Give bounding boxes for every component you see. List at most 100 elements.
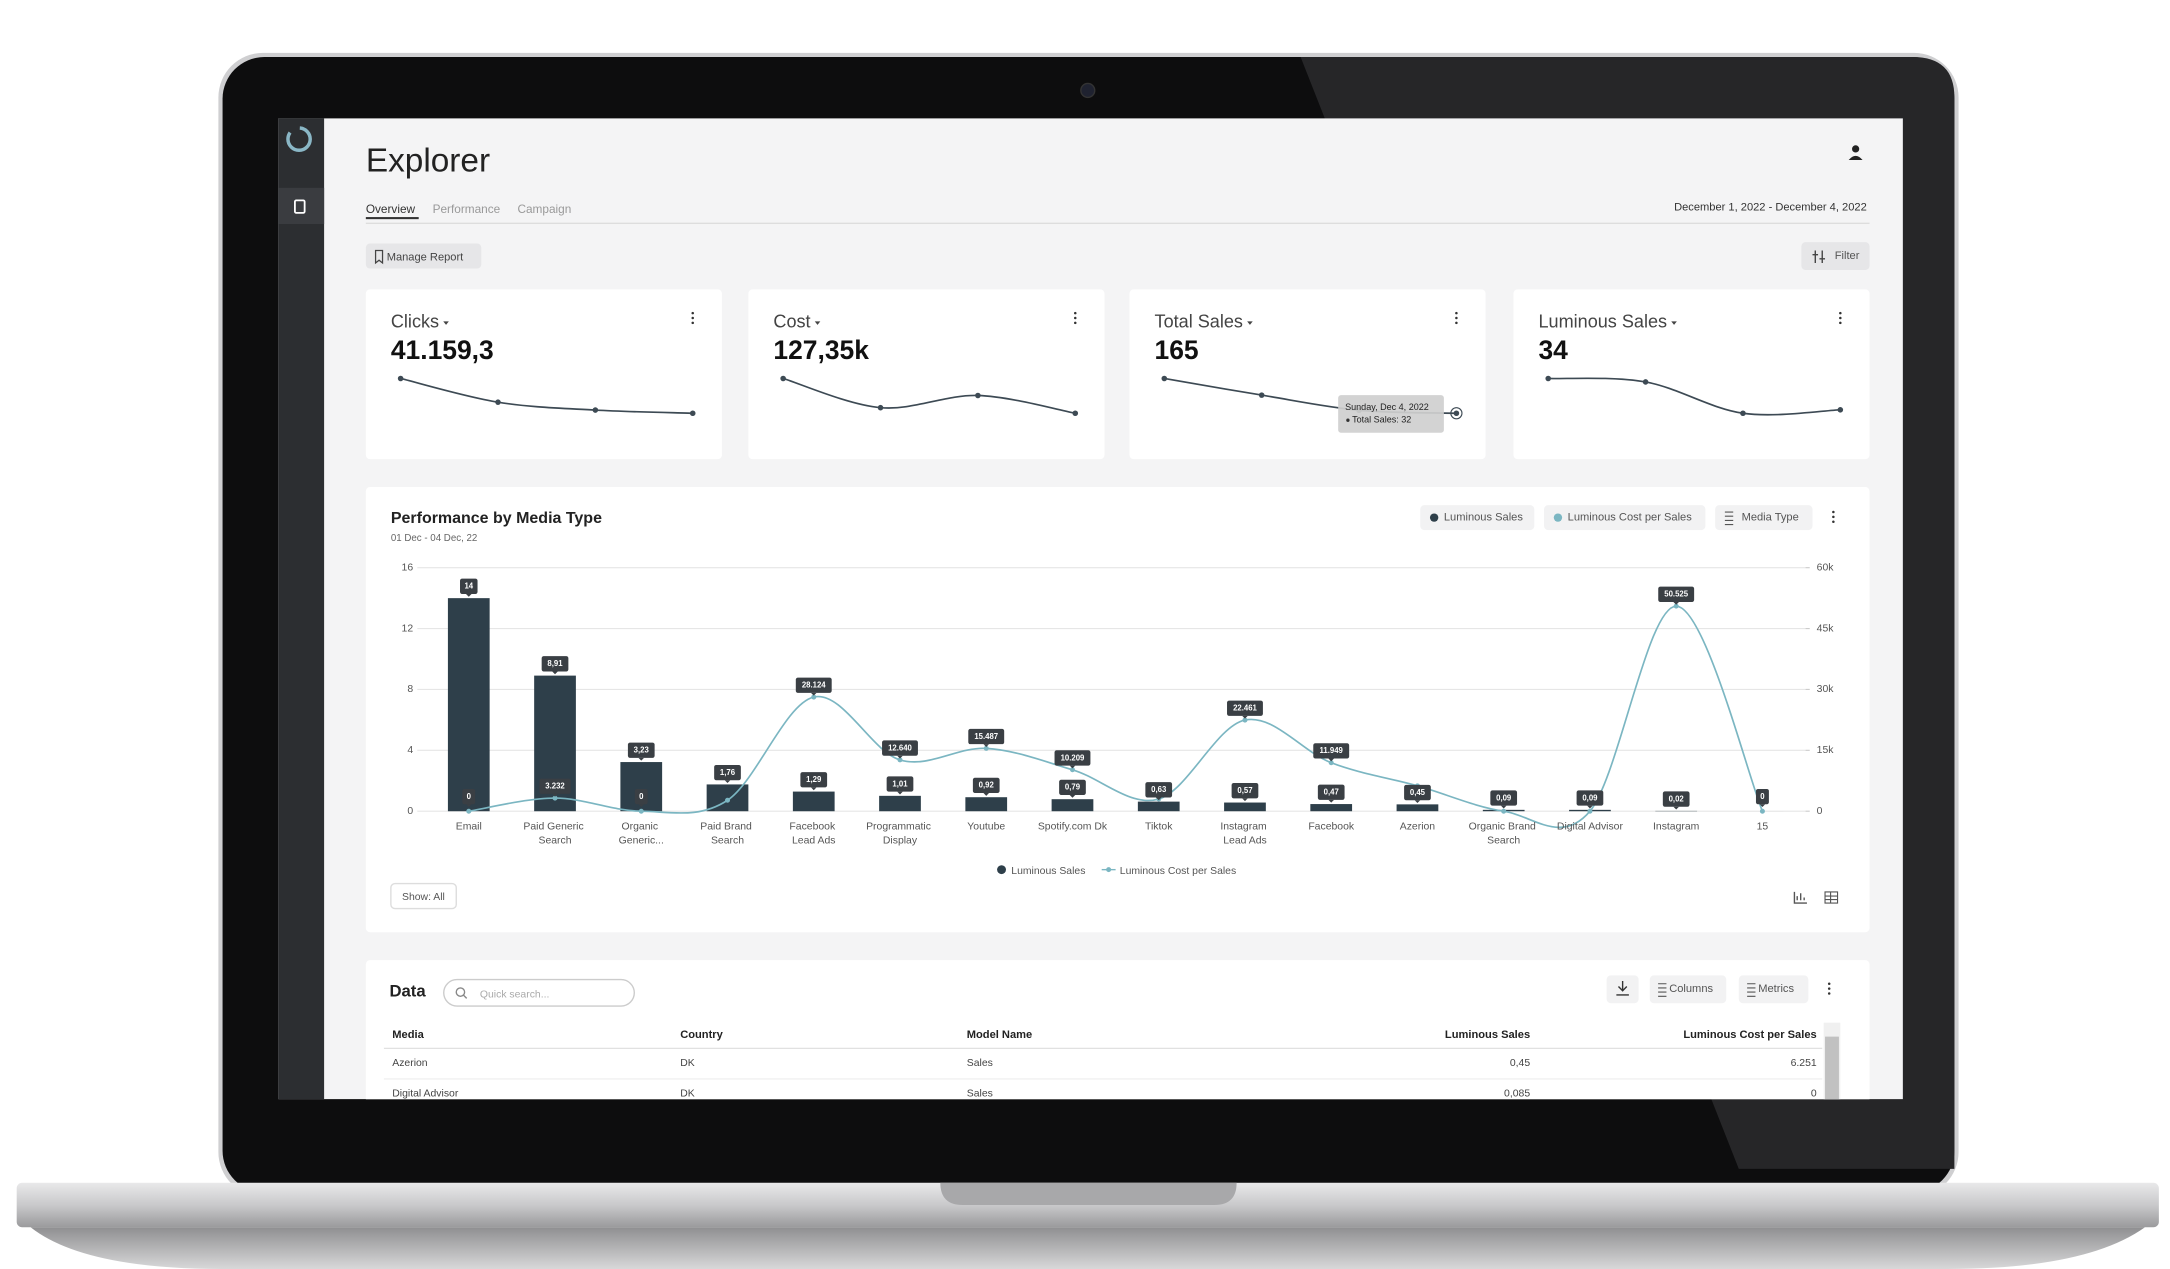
data-label-bg (1404, 784, 1431, 801)
tooltip-dot (1346, 418, 1350, 422)
table-cell: DK (680, 1088, 695, 1099)
y2-tick-label: 45k (1817, 623, 1835, 634)
scrollbar-thumb[interactable] (1825, 1036, 1839, 1107)
bar (1310, 804, 1353, 812)
x-tick-label: 15 (1757, 821, 1769, 832)
kpi-value: 127,35k (773, 335, 869, 365)
data-label-bg (1658, 586, 1695, 602)
search-icon (462, 994, 468, 999)
list-icon (1747, 983, 1756, 997)
legend-label[interactable]: Luminous Sales (1011, 866, 1085, 877)
kpi-label[interactable]: Cost (773, 312, 810, 332)
metrics-button[interactable] (1738, 975, 1809, 1004)
kebab-dot[interactable] (1455, 311, 1458, 315)
x-tick-label: Facebook Lead Ads (789, 821, 838, 846)
x-tick-label: Instagram (1653, 821, 1699, 832)
kebab-dot[interactable] (1074, 321, 1077, 325)
data-label: 0 (639, 792, 644, 801)
column-header[interactable]: Model Name (967, 1029, 1032, 1041)
tab[interactable]: Performance (433, 202, 501, 216)
column-header[interactable]: Media (392, 1029, 424, 1041)
kebab-dot[interactable] (1074, 316, 1077, 320)
user-icon[interactable] (1852, 145, 1860, 153)
sidebar-item[interactable] (278, 187, 325, 225)
line-point (897, 757, 903, 763)
data-label-pointer (1673, 601, 1679, 605)
x-tick-label: Youtube (967, 821, 1005, 832)
bar (1137, 801, 1180, 812)
kebab-dot[interactable] (691, 321, 694, 325)
data-label: 1,76 (720, 768, 736, 777)
table-view-icon[interactable] (1824, 891, 1839, 904)
data-label-pointer (1500, 805, 1507, 809)
sidebar-icon (293, 199, 306, 214)
kebab-dot[interactable] (691, 316, 694, 320)
data-label-bg (795, 677, 832, 693)
data-label-bg (882, 740, 918, 756)
column-header[interactable]: Country (680, 1029, 723, 1041)
x-tick-label: Instagram Lead Ads (1220, 821, 1269, 846)
data-label: 3.232 (545, 782, 565, 791)
search-box[interactable] (443, 978, 636, 1007)
dropdown-caret (1671, 321, 1677, 325)
kebab-dot[interactable] (691, 311, 694, 315)
kebab-dot[interactable] (1839, 316, 1842, 320)
sidebar (278, 118, 325, 1100)
columns-button[interactable] (1649, 975, 1727, 1004)
data-label: 14 (464, 582, 473, 591)
data-panel (365, 960, 1870, 1100)
kebab-dot[interactable] (1455, 316, 1458, 320)
column-header[interactable]: Luminous Sales (1445, 1029, 1530, 1041)
date-range[interactable]: December 1, 2022 - December 4, 2022 (1674, 201, 1867, 213)
tab[interactable]: Overview (366, 202, 416, 216)
data-label-bg (1145, 782, 1173, 798)
kpi-label[interactable]: Luminous Sales (1538, 312, 1667, 332)
kpi-label[interactable]: Total Sales (1155, 312, 1243, 332)
kebab-menu[interactable] (1832, 510, 1835, 524)
table-cell: 6.251 (1791, 1058, 1817, 1069)
data-label: 22.461 (1233, 704, 1257, 713)
data-label-bg (634, 788, 648, 805)
data-label-pointer (810, 787, 817, 791)
sparkline-point (780, 375, 786, 382)
kebab-dot[interactable] (1839, 311, 1842, 315)
data-label-pointer (1328, 799, 1334, 803)
list-icon (1724, 511, 1734, 526)
show-all-button[interactable] (390, 882, 457, 910)
legend-toggle[interactable] (1420, 505, 1535, 531)
data-label-pointer (465, 593, 472, 597)
kebab-dot[interactable] (1839, 321, 1842, 325)
button-label: Filter (1835, 250, 1860, 262)
x-tick-label: Organic Generic... (619, 821, 664, 846)
webcam (1080, 82, 1096, 99)
chart-view-icon[interactable] (1793, 891, 1807, 904)
manage-report-button[interactable] (365, 243, 482, 269)
data-label-bg (1227, 700, 1263, 716)
data-label: 3,23 (634, 746, 650, 755)
data-label-pointer (1328, 758, 1334, 762)
tab[interactable]: Campaign (517, 202, 571, 216)
kebab-dot[interactable] (1074, 311, 1077, 315)
filter-button[interactable] (1801, 242, 1870, 270)
data-label-pointer (983, 744, 990, 747)
column-header[interactable]: Luminous Cost per Sales (1683, 1029, 1816, 1041)
kpi-label[interactable]: Clicks (391, 312, 439, 332)
data-label-bg (462, 788, 476, 805)
media-type-button[interactable] (1715, 505, 1813, 531)
sparkline-point (592, 407, 599, 413)
kebab-menu[interactable] (1827, 982, 1831, 995)
kpi-card (365, 289, 722, 460)
data-title: Data (389, 982, 426, 1001)
data-label-bg (1231, 783, 1259, 799)
data-label: 1,01 (892, 779, 908, 788)
legend-toggle[interactable] (1544, 505, 1706, 531)
logo[interactable] (286, 126, 312, 153)
kebab-dot[interactable] (1455, 321, 1458, 325)
data-label-pointer (897, 755, 903, 759)
list-icon (1658, 983, 1667, 997)
tooltip (1338, 395, 1444, 433)
y-tick-label: 12 (402, 623, 414, 634)
legend-label[interactable]: Luminous Cost per Sales (1120, 866, 1236, 877)
x-tick-label: Email (456, 821, 482, 832)
